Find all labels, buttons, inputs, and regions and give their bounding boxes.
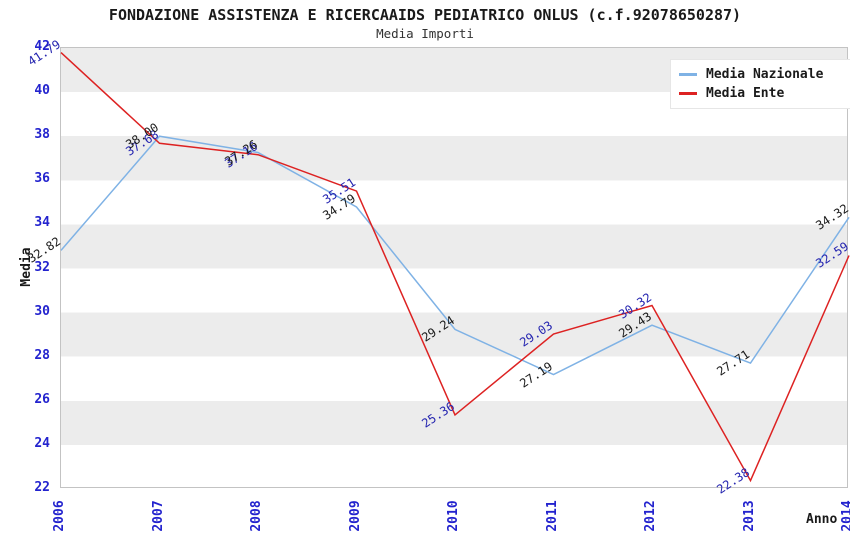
x-tick-label: 2011 bbox=[544, 500, 560, 532]
plot-area: 32.82 38.00 37.26 34.79 29.24 27.19 29.43 27.71… bbox=[25, 36, 850, 497]
chart-title: FONDAZIONE ASSISTENZA E RICERCAAIDS PEDI… bbox=[108, 6, 742, 24]
y-tick-label: 28 bbox=[34, 347, 50, 363]
x-axis-title: Anno bbox=[806, 512, 838, 527]
x-tick-label: 2009 bbox=[347, 500, 363, 532]
legend-label: Media Nazionale bbox=[706, 67, 824, 82]
y-tick-label: 26 bbox=[34, 391, 50, 407]
x-tick-label: 2008 bbox=[249, 500, 264, 532]
y-tick-label: 36 bbox=[34, 171, 50, 187]
x-tick-label: 2013 bbox=[741, 500, 757, 532]
y-tick-label: 22 bbox=[34, 480, 50, 495]
series-line-1 bbox=[60, 52, 850, 483]
legend: Media Nazionale Media Ente bbox=[670, 59, 850, 109]
legend-item-1: Media Ente bbox=[679, 84, 847, 103]
y-tick-label: 40 bbox=[34, 83, 50, 99]
y-tick-label: 32 bbox=[34, 259, 50, 275]
y-tick-label: 24 bbox=[34, 435, 50, 451]
y-tick-label: 42 bbox=[34, 39, 50, 54]
legend-label: Media Ente bbox=[706, 86, 785, 101]
x-tick-label: 2012 bbox=[643, 500, 658, 532]
y-tick-label: 30 bbox=[34, 303, 50, 319]
legend-line-swatch bbox=[679, 73, 697, 76]
x-tick-label: 2007 bbox=[150, 500, 166, 532]
y-tick-label: 38 bbox=[34, 127, 50, 143]
line-series-svg bbox=[60, 52, 850, 483]
x-tick-label: 2014 bbox=[840, 500, 850, 532]
x-tick-label: 2010 bbox=[446, 500, 461, 532]
legend-line-swatch bbox=[679, 92, 697, 95]
x-tick-label: 2006 bbox=[52, 500, 67, 532]
chart-subtitle: Media Importi bbox=[376, 26, 474, 41]
legend-item-0: Media Nazionale bbox=[679, 65, 847, 84]
series-line-0 bbox=[60, 135, 850, 376]
y-tick-label: 34 bbox=[34, 215, 50, 231]
